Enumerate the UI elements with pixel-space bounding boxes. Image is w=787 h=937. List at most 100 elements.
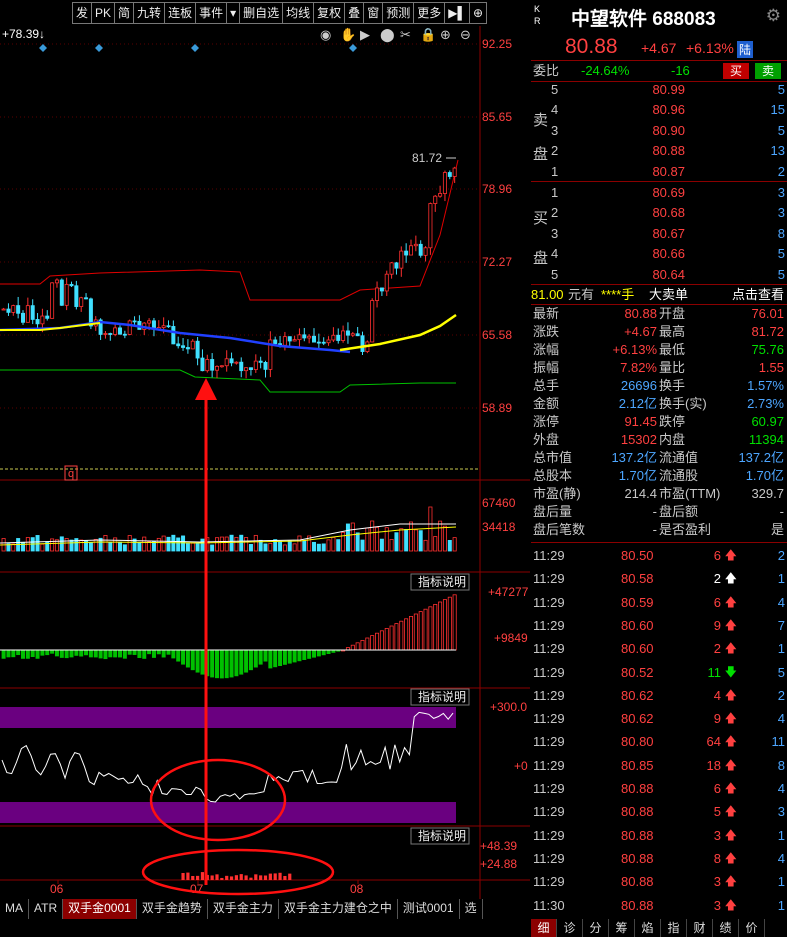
chart-tool-icon[interactable]: ⊖	[460, 27, 471, 42]
volume-bar	[79, 539, 84, 552]
panel-tab-1[interactable]: 诊	[557, 919, 583, 937]
macd-label: +9849	[494, 631, 528, 645]
signal-bar	[186, 872, 190, 880]
up-arrow-icon: 🡅	[724, 711, 737, 726]
toolbar-btn-14[interactable]: ▶▌	[445, 2, 470, 24]
toolbar-btn-1[interactable]: PK	[92, 2, 116, 24]
toolbar-btn-13[interactable]: 更多	[414, 2, 446, 24]
toolbar-btn-15[interactable]: ⊕	[469, 2, 488, 24]
tick-row: 11:29 80.85 18 🡅 8	[531, 754, 787, 777]
indicator-tab-3[interactable]: 双手金趋势	[137, 899, 208, 919]
toolbar-btn-10[interactable]: 叠	[345, 2, 365, 24]
candle	[190, 340, 195, 350]
quote-value: 60.97	[751, 414, 784, 429]
indicator-tab-7[interactable]: 选	[460, 899, 483, 919]
toolbar-btn-2[interactable]: 简	[115, 2, 135, 24]
volume-bar	[375, 527, 380, 552]
volume-bar	[248, 543, 253, 552]
volume-bar	[423, 539, 428, 552]
toolbar-btn-12[interactable]: 预测	[383, 2, 415, 24]
candle	[6, 308, 11, 313]
tick-count: 1	[777, 827, 785, 843]
indicator-info-button[interactable]: 指标说明	[418, 574, 466, 589]
indicator-tab-6[interactable]: 测试0001	[398, 899, 460, 919]
panel-tab-6[interactable]: 财	[687, 919, 713, 937]
chart-tool-icon[interactable]: 🔒	[420, 27, 436, 42]
gear-icon[interactable]: ⚙	[765, 6, 781, 25]
indicator-info-button[interactable]: 指标说明	[418, 689, 466, 704]
book-price: 80.90	[652, 122, 685, 138]
volume-bar	[137, 542, 142, 552]
y-axis-label: 92.25	[482, 37, 512, 51]
signal-bar	[229, 876, 234, 880]
quote-value: 1.55	[758, 360, 784, 375]
signal-bar	[191, 875, 195, 880]
indicator-tab-4[interactable]: 双手金主力	[208, 899, 279, 919]
chart-tool-icon[interactable]: ◉	[320, 27, 331, 42]
candle	[263, 362, 268, 370]
panel-tab-5[interactable]: 指	[661, 919, 687, 937]
toolbar-btn-0[interactable]: 发	[72, 2, 93, 24]
candle	[200, 357, 205, 372]
book-price: 80.66	[652, 246, 685, 262]
macd-bar	[447, 596, 452, 651]
candle	[355, 333, 360, 337]
quote-row: 外盘 15302 内盘 11394	[531, 431, 787, 449]
macd-bar	[64, 649, 69, 659]
panel-tab-2[interactable]: 分	[583, 919, 609, 937]
buy-button[interactable]: 买	[723, 63, 749, 79]
toolbar-btn-7[interactable]: 删自选	[240, 2, 284, 24]
toolbar-btn-4[interactable]: 连板	[165, 2, 197, 24]
candle	[20, 312, 25, 323]
panel-tab-8[interactable]: 价	[739, 919, 765, 937]
macd-bar	[370, 635, 375, 651]
tick-count: 4	[777, 711, 785, 727]
panel-tab-7[interactable]: 绩	[713, 919, 739, 937]
tick-volume: 9	[713, 711, 721, 727]
tick-volume: 2	[713, 641, 721, 657]
macd-bar	[282, 649, 287, 665]
tick-price: 80.88	[621, 827, 654, 843]
toolbar-btn-6[interactable]: ▾	[227, 2, 241, 24]
indicator-tab-2[interactable]: 双手金0001	[63, 899, 137, 919]
buy_side-row: 1 80.69 3	[531, 183, 787, 203]
chart-tool-icon[interactable]: ⊕	[440, 27, 451, 42]
toolbar-btn-3[interactable]: 九转	[134, 2, 166, 24]
view-big-order-link[interactable]: 点击查看	[731, 287, 784, 302]
chart-tool-icon[interactable]: ⬤	[380, 27, 395, 43]
panel-tab-4[interactable]: 焰	[635, 919, 661, 937]
indicator-tab-1[interactable]: ATR	[29, 899, 64, 919]
indicator-tab-5[interactable]: 双手金主力建仓之中	[279, 899, 398, 919]
toolbar-btn-5[interactable]: 事件	[196, 2, 228, 24]
quote-value: 2.73%	[747, 396, 784, 411]
quote-label: 涨停	[533, 414, 560, 429]
candle	[321, 341, 326, 344]
quote-value: 81.72	[751, 324, 784, 339]
indicator-info-button[interactable]: 指标说明	[418, 828, 466, 843]
chart-tool-icon[interactable]: ✋	[340, 27, 356, 42]
volume-bar	[404, 528, 409, 552]
price-pct: +6.13%	[686, 40, 734, 56]
chart-area[interactable]: 92.25 85.65 78.96 72.27 65.58 58.89 +78.39↓ ◉ ✋ ▶…	[0, 0, 530, 937]
indicator-tab-0[interactable]: MA	[0, 899, 29, 919]
level: 4	[551, 246, 559, 262]
toolbar-btn-9[interactable]: 复权	[314, 2, 346, 24]
up-arrow-icon: 🡅	[724, 687, 737, 702]
panel-tab-3[interactable]: 筹	[609, 919, 635, 937]
panel-tab-0[interactable]: 细	[531, 919, 557, 937]
sell-button[interactable]: 卖	[755, 63, 781, 79]
volume-bar	[161, 535, 166, 552]
volume-bar	[244, 537, 249, 552]
tick-row: 11:29 80.88 6 🡅 4	[531, 777, 787, 800]
signal-bar	[196, 875, 200, 880]
tick-price: 80.88	[621, 897, 654, 913]
chart-tool-icon[interactable]: ✂	[400, 27, 411, 42]
toolbar-btn-11[interactable]: 窗	[364, 2, 384, 24]
exchange-badge: 陆	[737, 41, 754, 58]
chart-tool-icon[interactable]: ▶	[360, 27, 370, 42]
toolbar-btn-8[interactable]: 均线	[283, 2, 315, 24]
volume-bar	[433, 536, 438, 552]
quote-label: 最新	[533, 306, 560, 321]
volume-bar	[273, 539, 278, 552]
